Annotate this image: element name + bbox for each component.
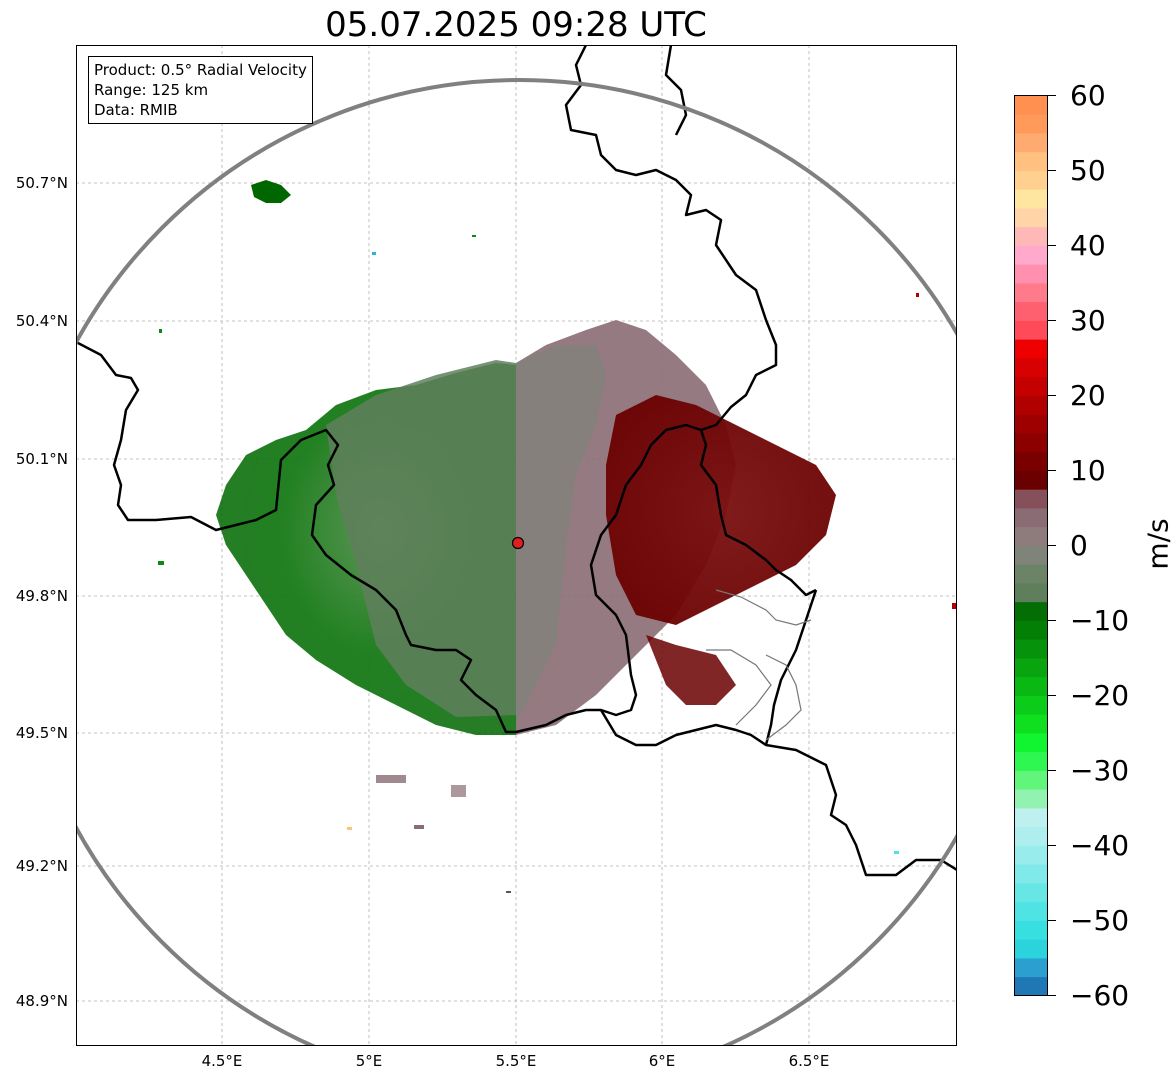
colorbar-tick: 0 [1070,529,1088,562]
colorbar-tick: −10 [1070,604,1130,637]
lon-tick-label: 6°E [648,1052,676,1070]
info-range: Range: 125 km [94,81,209,99]
colorbar-segment [1014,920,1048,940]
colorbar-segment [1014,470,1048,490]
colorbar-segment [1014,151,1048,171]
colorbar-segment [1014,808,1048,828]
colorbar-tick: −60 [1070,979,1130,1012]
colorbar-tick: 10 [1070,454,1106,487]
lat-tick-label: 49.2°N [15,857,68,875]
colorbar-segment [1014,283,1048,303]
colorbar-tick: 50 [1070,154,1106,187]
country-borders [76,45,957,877]
colorbar-segment [1014,395,1048,415]
colorbar-segment [1014,770,1048,790]
velocity-echoes [158,180,956,893]
colorbar-tick: 60 [1070,79,1106,112]
colorbar-tick: 20 [1070,379,1106,412]
colorbar-segment [1014,320,1048,340]
colorbar-tick: −20 [1070,679,1130,712]
lat-tick-label: 50.7°N [15,174,68,192]
lat-tick-label: 49.8°N [15,587,68,605]
lon-tick-label: 6.5°E [788,1052,830,1070]
colorbar-segment [1014,714,1048,734]
colorbar-segment [1014,583,1048,603]
range-ring [76,78,957,1046]
map-frame [76,45,957,1046]
colorbar-segment [1014,826,1048,846]
colorbar-segment [1014,620,1048,640]
colorbar-segment [1014,939,1048,959]
colorbar-segment [1014,751,1048,771]
colorbar-tick: −30 [1070,754,1130,787]
colorbar-tick: −50 [1070,904,1130,937]
lon-tick-label: 4.5°E [201,1052,243,1070]
lon-tick-label: 5°E [355,1052,383,1070]
colorbar-segment [1014,639,1048,659]
lat-tick-label: 50.1°N [15,450,68,468]
colorbar-tick: 40 [1070,229,1106,262]
lon-tick-label: 5.5°E [495,1052,537,1070]
colorbar-segment [1014,845,1048,865]
colorbar-segment [1014,526,1048,546]
colorbar [1014,95,1056,996]
colorbar-segment [1014,339,1048,359]
colorbar-segment [1014,695,1048,715]
colorbar-segment [1014,508,1048,528]
colorbar-segment [1014,901,1048,921]
colorbar-segment [1014,976,1048,996]
radar-map[interactable] [76,45,957,1046]
colorbar-segment [1014,95,1048,115]
colorbar-tick: −40 [1070,829,1130,862]
colorbar-segment [1014,789,1048,809]
colorbar-segment [1014,133,1048,153]
lat-tick-label: 50.4°N [15,312,68,330]
colorbar-segment [1014,376,1048,396]
map-title: 05.07.2025 09:28 UTC [325,5,707,45]
colorbar-segment [1014,433,1048,453]
colorbar-label: m/s [1141,518,1171,570]
colorbar-segment [1014,226,1048,246]
colorbar-segment [1014,676,1048,696]
colorbar-segment [1014,414,1048,434]
colorbar-segment [1014,864,1048,884]
colorbar-segment [1014,189,1048,209]
colorbar-segment [1014,658,1048,678]
radar-site-marker[interactable] [511,536,525,550]
colorbar-segment [1014,114,1048,134]
colorbar-segment [1014,245,1048,265]
lat-tick-label: 48.9°N [15,992,68,1010]
colorbar-segment [1014,264,1048,284]
colorbar-segment [1014,489,1048,509]
province-borders [706,589,812,741]
colorbar-segment [1014,208,1048,228]
colorbar-segment [1014,601,1048,621]
colorbar-segment [1014,958,1048,978]
colorbar-segment [1014,301,1048,321]
colorbar-segment [1014,883,1048,903]
info-source: Data: RMIB [94,101,178,119]
colorbar-segment [1014,545,1048,565]
lat-tick-label: 49.5°N [15,724,68,742]
colorbar-segment [1014,358,1048,378]
colorbar-segment [1014,451,1048,471]
colorbar-segment [1014,733,1048,753]
info-box: Product: 0.5° Radial Velocity Range: 125… [88,56,313,124]
colorbar-segment [1014,564,1048,584]
colorbar-tick: 30 [1070,304,1106,337]
info-product: Product: 0.5° Radial Velocity [94,61,307,79]
colorbar-segment [1014,170,1048,190]
